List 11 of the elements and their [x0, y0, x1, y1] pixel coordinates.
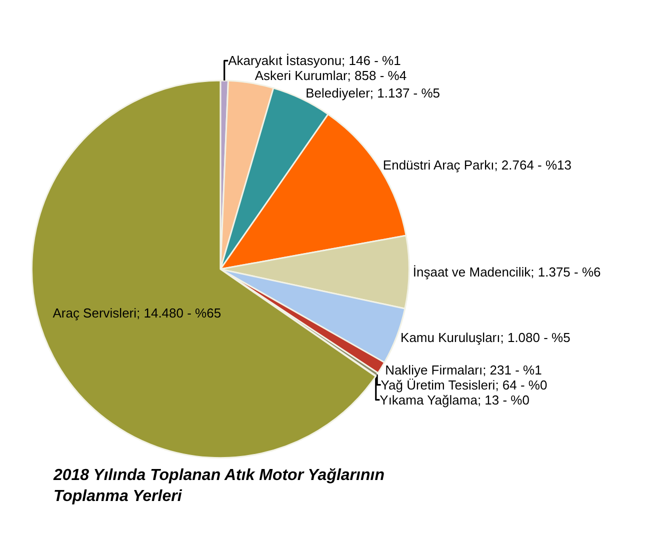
slice-label: İnşaat ve Madencilik; 1.375 - %6 [412, 264, 601, 280]
slice-label: Yağ Üretim Tesisleri; 64 - %0 [380, 377, 548, 392]
slice-label: Endüstri Araç Parkı; 2.764 - %13 [382, 157, 572, 172]
slice-label: Askeri Kurumlar; 858 - %4 [254, 68, 407, 84]
slice-label: Araç Servisleri; 14.480 - %65 [52, 306, 222, 321]
slice-label: Akaryakıt İstasyonu; 146 - %1 [228, 53, 401, 68]
slice-label: Kamu Kuruluşları; 1.080 - %5 [400, 330, 570, 345]
slice-label: Belediyeler; 1.137 - %5 [306, 85, 440, 100]
slice-label: Nakliye Firmaları; 231 - %1 [385, 362, 542, 378]
text: 2018 Yılında Toplanan Atık Motor Yağlarının Toplanma Yerleri [52, 467, 385, 505]
slice-label: Yıkama Yağlama; 13 - %0 [380, 392, 530, 408]
